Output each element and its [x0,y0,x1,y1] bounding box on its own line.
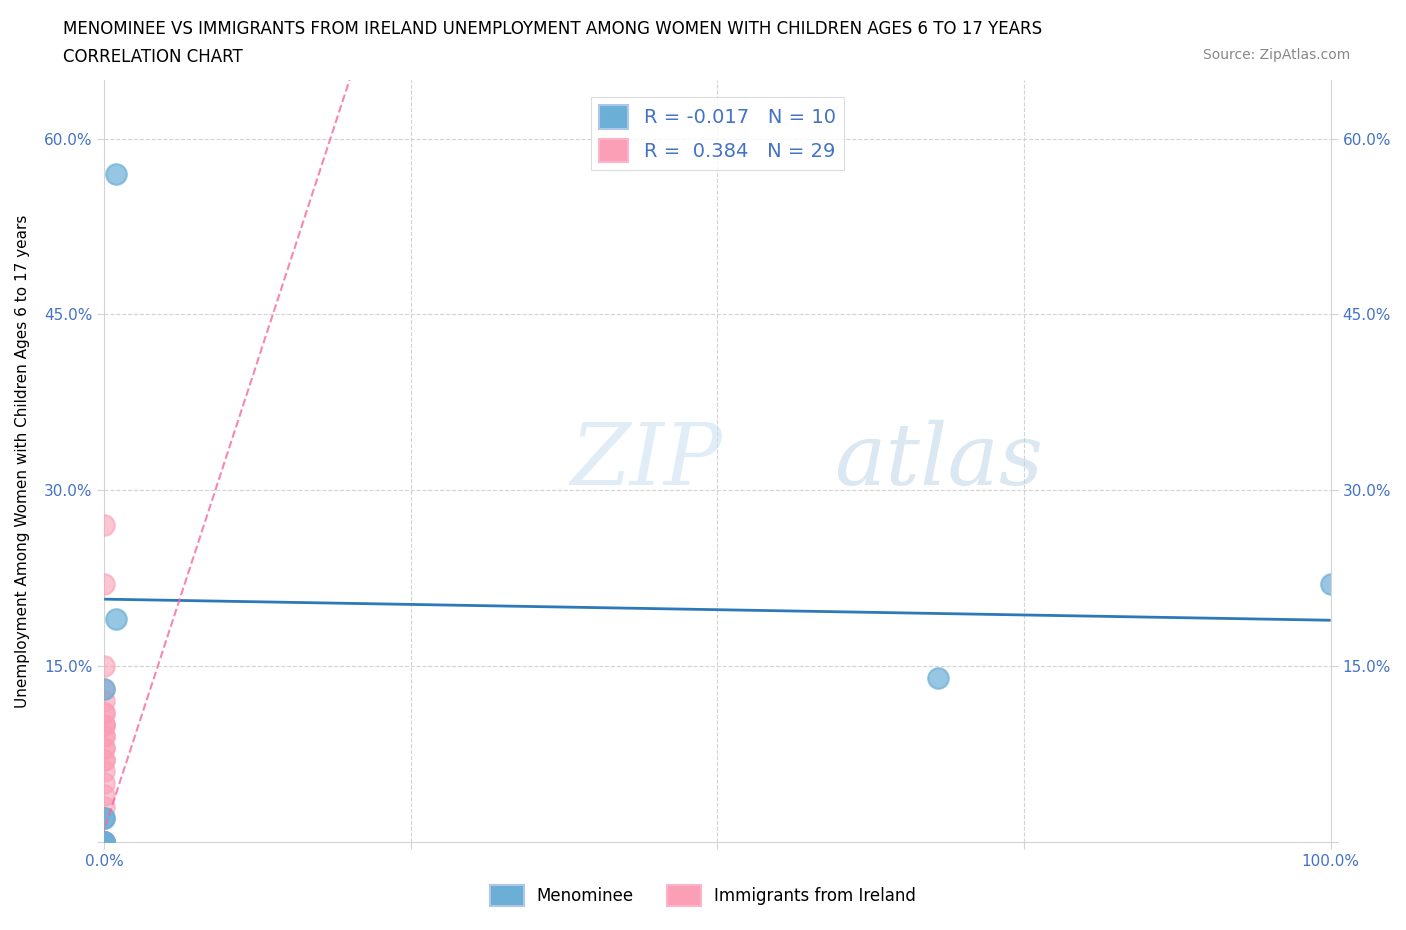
Point [93,705,115,720]
Legend: Menominee, Immigrants from Ireland: Menominee, Immigrants from Ireland [484,879,922,912]
Point [93,834,115,849]
Point [93,834,115,849]
Point [93,776,115,790]
Point [93,834,115,849]
Point [93,834,115,849]
Point [93,694,115,709]
Point [93,764,115,778]
Point [93,717,115,732]
Point [93,740,115,755]
Point [93,834,115,849]
Point [105,166,128,181]
Point [93,729,115,744]
Point [93,658,115,673]
Text: atlas: atlas [834,419,1043,502]
Text: CORRELATION CHART: CORRELATION CHART [63,48,243,66]
Point [93,799,115,814]
Point [93,682,115,697]
Text: MENOMINEE VS IMMIGRANTS FROM IRELAND UNEMPLOYMENT AMONG WOMEN WITH CHILDREN AGES: MENOMINEE VS IMMIGRANTS FROM IRELAND UNE… [63,20,1042,38]
Point [93,682,115,697]
Point [93,752,115,767]
Point [93,717,115,732]
Point [93,834,115,849]
Point [927,671,949,685]
Legend: R = -0.017   N = 10, R =  0.384   N = 29: R = -0.017 N = 10, R = 0.384 N = 29 [592,98,844,170]
Point [105,612,128,627]
Point [93,740,115,755]
Point [1319,577,1341,591]
Point [93,834,115,849]
Y-axis label: Unemployment Among Women with Children Ages 6 to 17 years: Unemployment Among Women with Children A… [15,214,30,708]
Point [93,577,115,591]
Point [93,729,115,744]
Text: Source: ZipAtlas.com: Source: ZipAtlas.com [1202,48,1350,62]
Point [93,834,115,849]
Point [93,811,115,826]
Text: ZIP: ZIP [571,419,723,502]
Point [93,717,115,732]
Point [93,834,115,849]
Point [93,788,115,803]
Point [93,834,115,849]
Point [93,834,115,849]
Point [93,705,115,720]
Point [93,811,115,826]
Point [93,518,115,533]
Point [93,834,115,849]
Point [93,752,115,767]
